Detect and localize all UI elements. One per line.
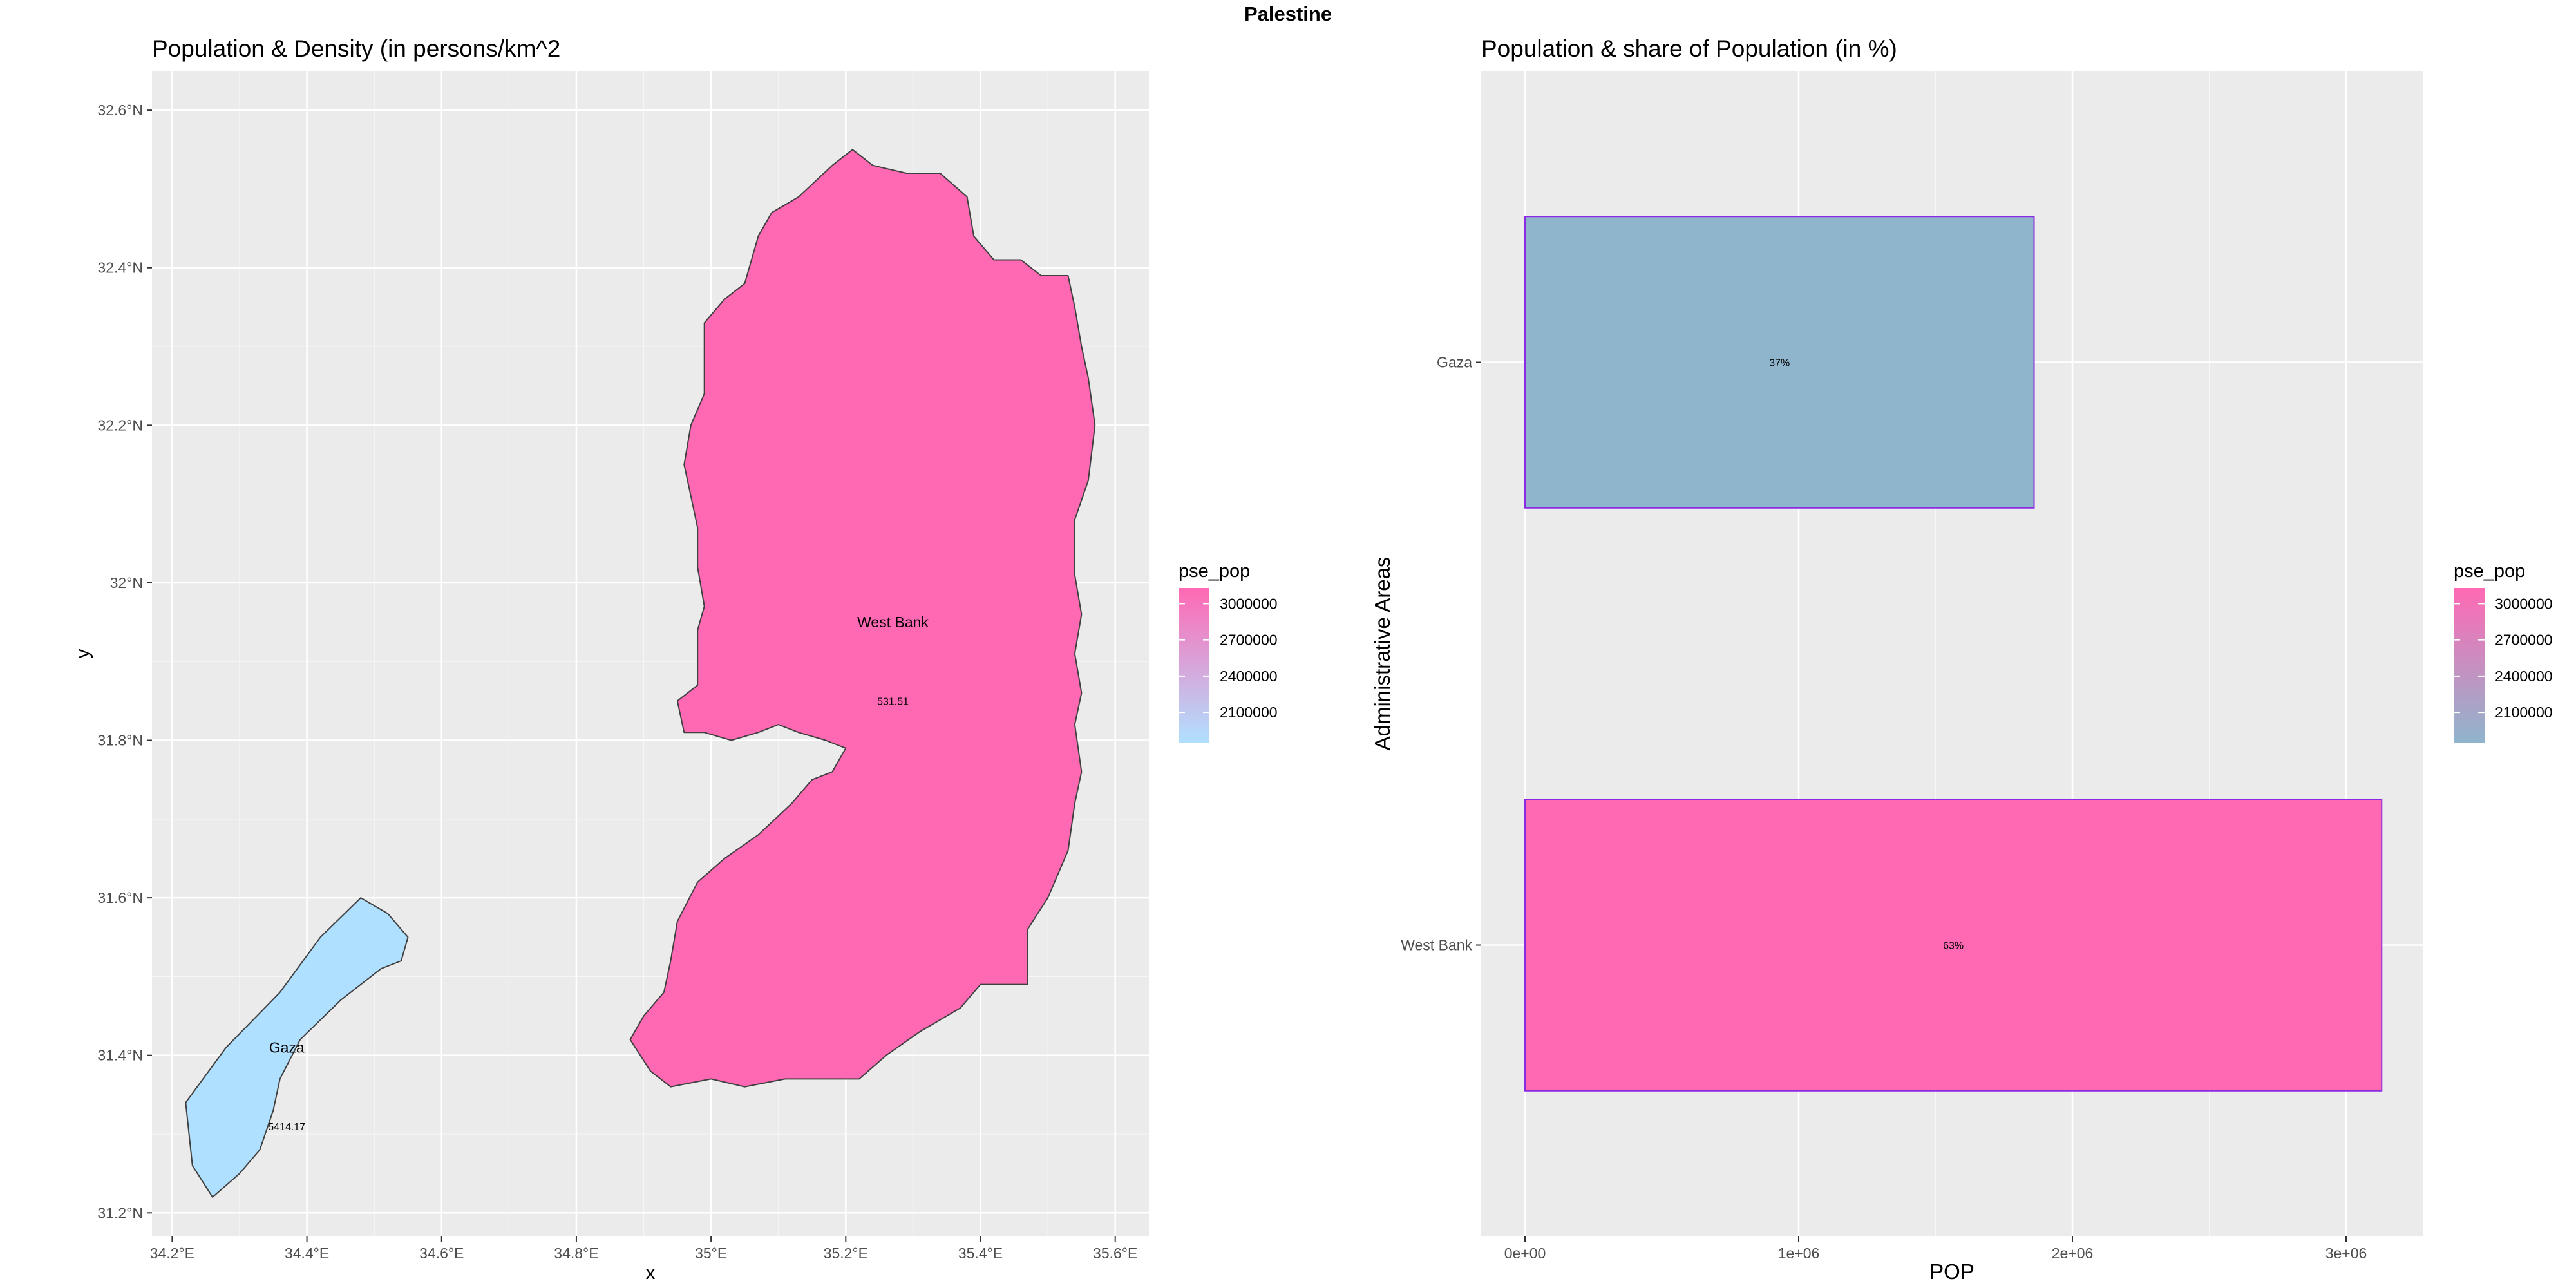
map-y-tick-label: 32.6°N: [97, 102, 143, 118]
legend-label: 2100000: [2495, 704, 2553, 721]
map-y-tick-label: 31.2°N: [97, 1204, 143, 1221]
map-x-tick-label: 34.6°E: [419, 1245, 464, 1262]
map-y-tick-label: 31.6°N: [97, 889, 143, 906]
bar-x-tick-label: 3e+06: [2325, 1245, 2367, 1262]
region-density-label: 5414.17: [268, 1122, 305, 1133]
map-y-axis-title: y: [73, 649, 93, 658]
region-density-label: 531.51: [877, 696, 909, 707]
legend-colorbar: [1179, 588, 1209, 743]
map-x-tick-label: 35.2°E: [824, 1245, 868, 1262]
map-y-tick-label: 31.4°N: [97, 1047, 143, 1064]
bar-x-tick-label: 2e+06: [2052, 1245, 2094, 1262]
legend-label: 2100000: [1220, 704, 1278, 721]
bar-x-tick-label: 0e+00: [1504, 1245, 1546, 1262]
region-west-bank: [629, 149, 1096, 1088]
bar-category-label: West Bank: [1401, 937, 1472, 954]
bar-x-axis-title: POP: [1929, 1260, 1975, 1283]
map-y-tick-label: 32.4°N: [97, 260, 143, 276]
region-gaza: [185, 897, 409, 1198]
bar-panel: Population & share of Population (in %) 0…: [1370, 35, 2553, 1283]
legend-label: 3000000: [2495, 595, 2553, 612]
legend-label: 2700000: [2495, 632, 2553, 649]
legend-title: pse_pop: [2454, 561, 2525, 582]
bar-gaza: [1524, 216, 2035, 509]
map-y-tick-label: 31.8°N: [97, 732, 143, 749]
bar-share-label: 63%: [1943, 941, 1964, 952]
map-x-tick-label: 35.6°E: [1093, 1245, 1137, 1262]
map-x-tick-label: 34.8°E: [554, 1245, 598, 1262]
legend-colorbar: [2454, 588, 2485, 743]
region-name-label: West Bank: [857, 614, 929, 630]
map-x-tick-label: 35.4°E: [958, 1245, 1003, 1262]
map-y-tick-label: 32.2°N: [97, 417, 143, 433]
map-y-tick-label: 32°N: [110, 574, 143, 591]
legend-title: pse_pop: [1179, 561, 1250, 582]
bar-y-axis-title: Administrative Areas: [1370, 557, 1394, 751]
map-x-tick-label: 35°E: [695, 1245, 727, 1262]
bar-title: Population & share of Population (in %): [1481, 35, 1897, 62]
bar-west-bank: [1524, 799, 2383, 1092]
map-x-tick-label: 34.2°E: [150, 1245, 194, 1262]
bar-x-tick-label: 1e+06: [1778, 1245, 1820, 1262]
map-x-axis-title: x: [646, 1263, 656, 1283]
map-title: Population & Density (in persons/km^2: [152, 35, 560, 62]
map-panel: Population & Density (in persons/km^2 34.…: [73, 35, 1278, 1283]
map-x-tick-label: 34.4°E: [285, 1245, 329, 1262]
figure-title: Palestine: [1244, 3, 1332, 25]
bar-category-label: Gaza: [1437, 354, 1472, 371]
legend-label: 3000000: [1220, 595, 1278, 612]
legend-label: 2400000: [1220, 668, 1278, 685]
legend-label: 2700000: [1220, 632, 1278, 649]
region-name-label: Gaza: [269, 1039, 305, 1056]
bar-share-label: 37%: [1769, 358, 1790, 369]
legend-label: 2400000: [2495, 668, 2553, 685]
